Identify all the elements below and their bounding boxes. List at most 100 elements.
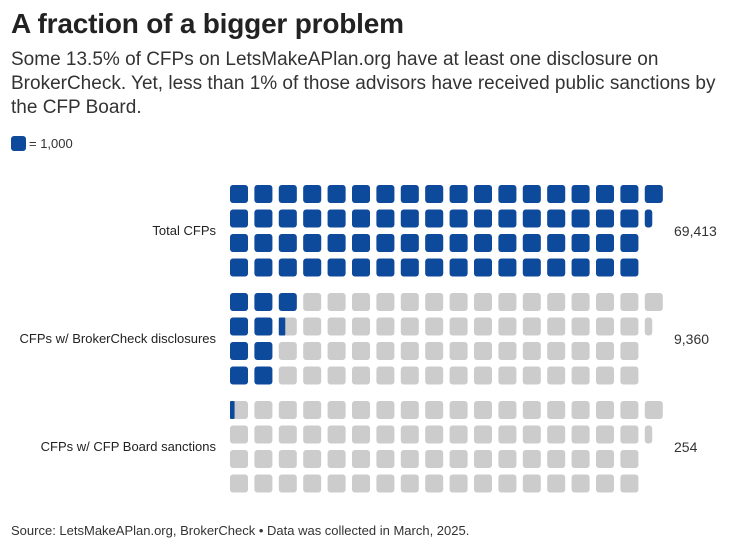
waffle-cell-empty — [522, 317, 541, 336]
chart-subtitle: Some 13.5% of CFPs on LetsMakeAPlan.org … — [11, 49, 716, 118]
waffle-cell-empty — [449, 450, 468, 468]
waffle-cell-filled — [303, 234, 322, 252]
waffle-cell-filled — [474, 258, 492, 277]
waffle-cell-empty — [522, 401, 541, 419]
waffle-cell-empty — [522, 342, 541, 360]
waffle-cell-empty — [547, 425, 566, 444]
waffle-cell-filled — [474, 234, 492, 252]
waffle-cell-empty — [449, 342, 468, 360]
waffle-cell-filled — [449, 234, 468, 252]
waffle-cell-empty — [376, 317, 395, 336]
waffle-cell-empty — [376, 474, 395, 493]
waffle-cell-empty — [474, 293, 492, 311]
waffle-cell-empty — [547, 342, 566, 360]
waffle-cell-empty — [449, 293, 468, 311]
waffle-cell-filled — [254, 366, 273, 385]
waffle-cell-filled — [352, 258, 370, 277]
waffle-cell-empty — [254, 450, 273, 468]
row-label-sanctions: CFPs w/ CFP Board sanctions — [40, 439, 216, 454]
waffle-cell-filled — [644, 209, 653, 228]
waffle-cell-filled — [230, 342, 248, 360]
waffle-cell-filled — [230, 293, 248, 311]
waffle-cell-empty — [400, 401, 419, 419]
waffle-cell-filled — [425, 258, 444, 277]
waffle-cell-empty — [522, 293, 541, 311]
waffle-cell-filled — [620, 185, 639, 203]
waffle-cell-empty — [303, 474, 322, 493]
legend-swatch — [11, 136, 26, 151]
waffle-cell-empty — [498, 450, 517, 468]
waffle-cell-filled — [303, 258, 322, 277]
waffle-cell-empty — [327, 450, 346, 468]
waffle-cell-empty — [620, 293, 639, 311]
waffle-cell-empty — [571, 342, 590, 360]
waffle-cell-empty — [400, 342, 419, 360]
waffle-cell-filled — [278, 209, 297, 228]
waffle-cell-filled — [254, 317, 273, 336]
waffle-cell-filled — [376, 258, 395, 277]
waffle-cell-filled — [571, 185, 590, 203]
waffle-cell-empty — [522, 474, 541, 493]
waffle-cell-empty — [498, 425, 517, 444]
waffle-cell-filled — [498, 258, 517, 277]
waffle-cell-empty — [474, 366, 492, 385]
waffle-cell-empty — [498, 401, 517, 419]
waffle-cell-empty — [327, 293, 346, 311]
waffle-cell-empty — [376, 401, 395, 419]
waffle-cell-empty — [449, 401, 468, 419]
waffle-cell-empty — [474, 317, 492, 336]
waffle-cell-empty — [400, 293, 419, 311]
waffle-cell-empty — [571, 425, 590, 444]
waffle-cell-empty — [278, 425, 297, 444]
waffle-cell-filled — [547, 258, 566, 277]
waffle-cell-filled — [254, 234, 273, 252]
waffle-cell-empty — [620, 366, 639, 385]
waffle-cell-filled — [596, 209, 614, 228]
waffle-cell-empty — [400, 317, 419, 336]
waffle-cell-filled — [278, 234, 297, 252]
waffle-cell-filled — [522, 258, 541, 277]
waffle-cell-filled — [547, 234, 566, 252]
waffle-cell-filled — [230, 185, 248, 203]
waffle-cell-empty — [303, 450, 322, 468]
waffle-cell-empty — [254, 401, 273, 419]
waffle-cell-filled — [230, 209, 248, 228]
waffle-cell-empty — [522, 450, 541, 468]
waffle-cell-filled — [327, 258, 346, 277]
row-label-disclosures: CFPs w/ BrokerCheck disclosures — [19, 331, 217, 346]
waffle-cell-filled — [449, 185, 468, 203]
waffle-cell-empty — [352, 293, 370, 311]
waffle-cell-empty — [230, 425, 248, 444]
row-value-total: 69,413 — [674, 223, 717, 239]
waffle-cell-empty — [474, 342, 492, 360]
waffle-cell-filled — [449, 258, 468, 277]
row-value-disclosures: 9,360 — [674, 331, 710, 347]
waffle-cell-empty — [547, 450, 566, 468]
waffle-cell-empty — [327, 317, 346, 336]
row-value-sanctions: 254 — [674, 439, 698, 455]
waffle-cell-filled — [376, 209, 395, 228]
waffle-cell-empty — [571, 317, 590, 336]
waffle-cell-filled — [522, 209, 541, 228]
waffle-cell-empty — [303, 293, 322, 311]
waffle-cell-filled — [230, 366, 248, 385]
waffle-cell-filled — [425, 209, 444, 228]
waffle-cell-empty — [303, 366, 322, 385]
waffle-cell-filled — [254, 293, 273, 311]
waffle-cell-empty — [376, 425, 395, 444]
waffle-cell-filled — [303, 185, 322, 203]
waffle-block-2 — [230, 401, 663, 493]
waffle-cell-empty — [644, 401, 663, 419]
waffle-cell-filled — [303, 209, 322, 228]
waffle-cell-empty — [400, 366, 419, 385]
waffle-cell-empty — [620, 317, 639, 336]
waffle-cell-filled — [230, 258, 248, 277]
waffle-cell-empty — [547, 366, 566, 385]
waffle-cell-filled — [278, 258, 297, 277]
waffle-cell-empty — [596, 342, 614, 360]
waffle-cell-empty — [547, 474, 566, 493]
waffle-cell-filled — [400, 234, 419, 252]
waffle-cell-filled — [547, 209, 566, 228]
waffle-cell-empty — [620, 425, 639, 444]
